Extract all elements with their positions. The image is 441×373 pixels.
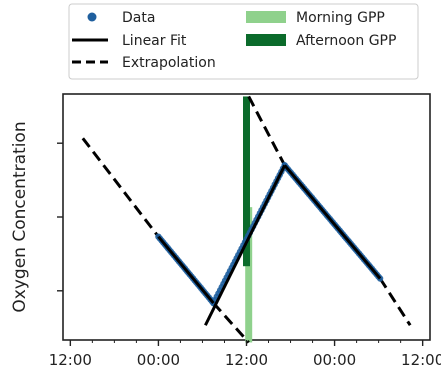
- linear-fit-lines: [157, 164, 382, 326]
- extrapolation-segment-2: [247, 95, 286, 167]
- legend-patch: [246, 34, 286, 46]
- fit-segment-0: [157, 235, 215, 305]
- y-axis-label: Oxygen Concentration: [10, 121, 30, 312]
- legend-frame: [68, 3, 419, 80]
- extrapolation-segment-3: [378, 277, 412, 327]
- legend-label: Data: [122, 10, 155, 26]
- x-tick-label-1: 00:00: [137, 351, 180, 369]
- x-tick-label-2: 12:00: [225, 351, 268, 369]
- legend-marker: [87, 12, 97, 22]
- fit-segment-2: [283, 164, 382, 280]
- legend-item-afternoon-gpp: Afternoon GPP: [246, 33, 396, 49]
- legend-item-morning-gpp: Morning GPP: [246, 10, 385, 26]
- gpp-bars: [243, 96, 253, 343]
- x-tick-label-3: 00:00: [313, 351, 356, 369]
- x-tick-label-0: 12:00: [49, 351, 92, 369]
- legend-label: Morning GPP: [296, 10, 385, 26]
- legend-item-linear-fit: Linear Fit: [72, 33, 187, 49]
- legend-label: Extrapolation: [122, 55, 216, 71]
- gpp-bar-morning: [245, 207, 253, 343]
- x-tick-label-4: 12:00: [401, 351, 441, 369]
- x-axis: 12:00 00:00 12:00 00:00 12:00: [49, 340, 441, 369]
- extrapolation-segment-1: [212, 302, 250, 344]
- legend-item-data: Data: [87, 10, 155, 26]
- legend-label: Afternoon GPP: [296, 33, 396, 49]
- fit-segment-1: [204, 164, 287, 326]
- extrapolation-segment-0: [81, 137, 160, 238]
- legend: Data Morning GPP Linear Fit Afternoon GPP Ex…: [68, 3, 419, 80]
- legend-label: Linear Fit: [122, 33, 187, 49]
- y-axis: [57, 142, 63, 292]
- legend-patch: [246, 11, 286, 23]
- legend-item-extrapolation: Extrapolation: [72, 55, 216, 71]
- extrapolation-lines: [81, 95, 412, 344]
- gpp-bar-afternoon: [243, 96, 250, 267]
